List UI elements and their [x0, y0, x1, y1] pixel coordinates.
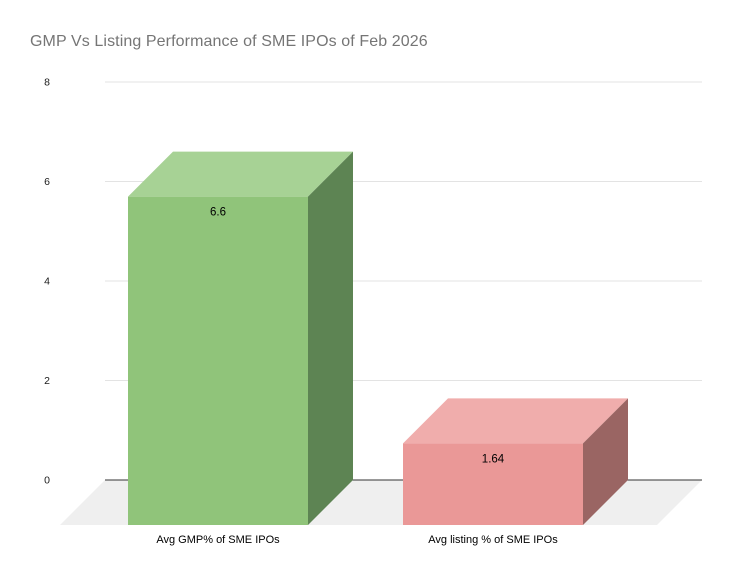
bar-side-face-0	[308, 151, 353, 525]
bar-side-face-1	[583, 398, 628, 525]
y-tick-label-0: 0	[44, 475, 50, 487]
bar-top-face-0	[128, 151, 353, 197]
y-tick-label-4: 4	[44, 276, 50, 288]
y-tick-label-6: 6	[44, 176, 50, 188]
bar-front-face-0	[128, 196, 308, 525]
bar-front-face-1	[403, 443, 583, 525]
x-category-label-0: Avg GMP% of SME IPOs	[156, 534, 280, 546]
bar-value-label-1: 1.64	[482, 453, 505, 465]
y-tick-label-8: 8	[44, 77, 50, 89]
y-tick-label-2: 2	[44, 375, 50, 387]
bar-top-face-1	[403, 398, 628, 444]
bar-value-label-0: 6.6	[210, 207, 226, 219]
chart-title: GMP Vs Listing Performance of SME IPOs o…	[30, 33, 428, 50]
x-category-label-1: Avg listing % of SME IPOs	[428, 534, 558, 546]
